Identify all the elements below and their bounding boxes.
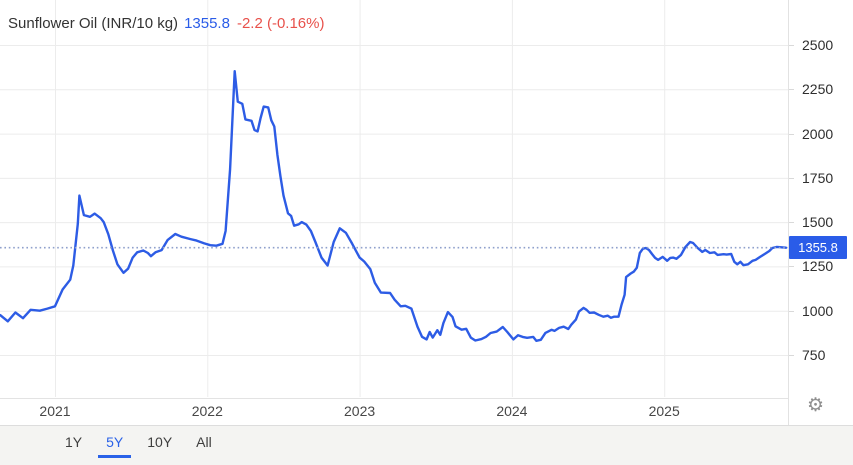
y-axis-label: 1500 bbox=[802, 214, 834, 231]
chart-header: Sunflower Oil (INR/10 kg) 1355.8 -2.2 (-0.… bbox=[8, 15, 325, 32]
last-price: 1355.8 bbox=[184, 15, 230, 32]
price-line-series bbox=[0, 69, 788, 342]
x-axis-label: 2021 bbox=[39, 403, 71, 419]
y-axis-tick bbox=[789, 310, 794, 312]
x-axis-label: 2022 bbox=[191, 403, 223, 419]
x-axis-label: 2023 bbox=[344, 403, 376, 419]
range-10y-button[interactable]: 10Y bbox=[139, 426, 180, 458]
y-axis-tick bbox=[789, 355, 794, 356]
y-axis: 2500 2250 2000 1750 1500 1250 1000 750 bbox=[788, 0, 853, 425]
range-toolbar: 1Y 5Y 10Y All bbox=[0, 425, 853, 465]
y-axis-label: 2500 bbox=[802, 37, 834, 53]
range-all-button[interactable]: All bbox=[188, 426, 220, 458]
settings-gear-icon[interactable]: ⚙ bbox=[807, 395, 825, 416]
range-1y-button[interactable]: 1Y bbox=[57, 426, 90, 458]
y-axis-tick bbox=[789, 89, 794, 91]
instrument-title: Sunflower Oil (INR/10 kg) bbox=[8, 15, 179, 32]
y-axis-label: 1250 bbox=[802, 258, 834, 275]
x-axis-label: 2024 bbox=[496, 403, 528, 419]
y-axis-label: 750 bbox=[802, 347, 826, 363]
x-axis: 2021 2022 2023 2024 2025 bbox=[0, 398, 788, 426]
y-axis-tick bbox=[789, 266, 794, 268]
range-5y-button[interactable]: 5Y bbox=[98, 426, 132, 458]
y-axis-label: 2250 bbox=[802, 81, 834, 98]
price-change: -2.2 (-0.16%) bbox=[236, 15, 325, 32]
y-axis-tick bbox=[789, 177, 794, 179]
y-axis-label: 1750 bbox=[802, 169, 834, 186]
y-axis-label: 2000 bbox=[802, 125, 834, 142]
y-axis-tick bbox=[789, 45, 794, 46]
x-axis-label: 2025 bbox=[648, 403, 680, 419]
current-price-badge: 1355.8 bbox=[789, 236, 847, 260]
price-line-chart[interactable] bbox=[0, 0, 788, 398]
y-axis-tick bbox=[789, 133, 794, 135]
y-axis-label: 1000 bbox=[802, 302, 834, 319]
y-axis-tick bbox=[789, 222, 794, 224]
